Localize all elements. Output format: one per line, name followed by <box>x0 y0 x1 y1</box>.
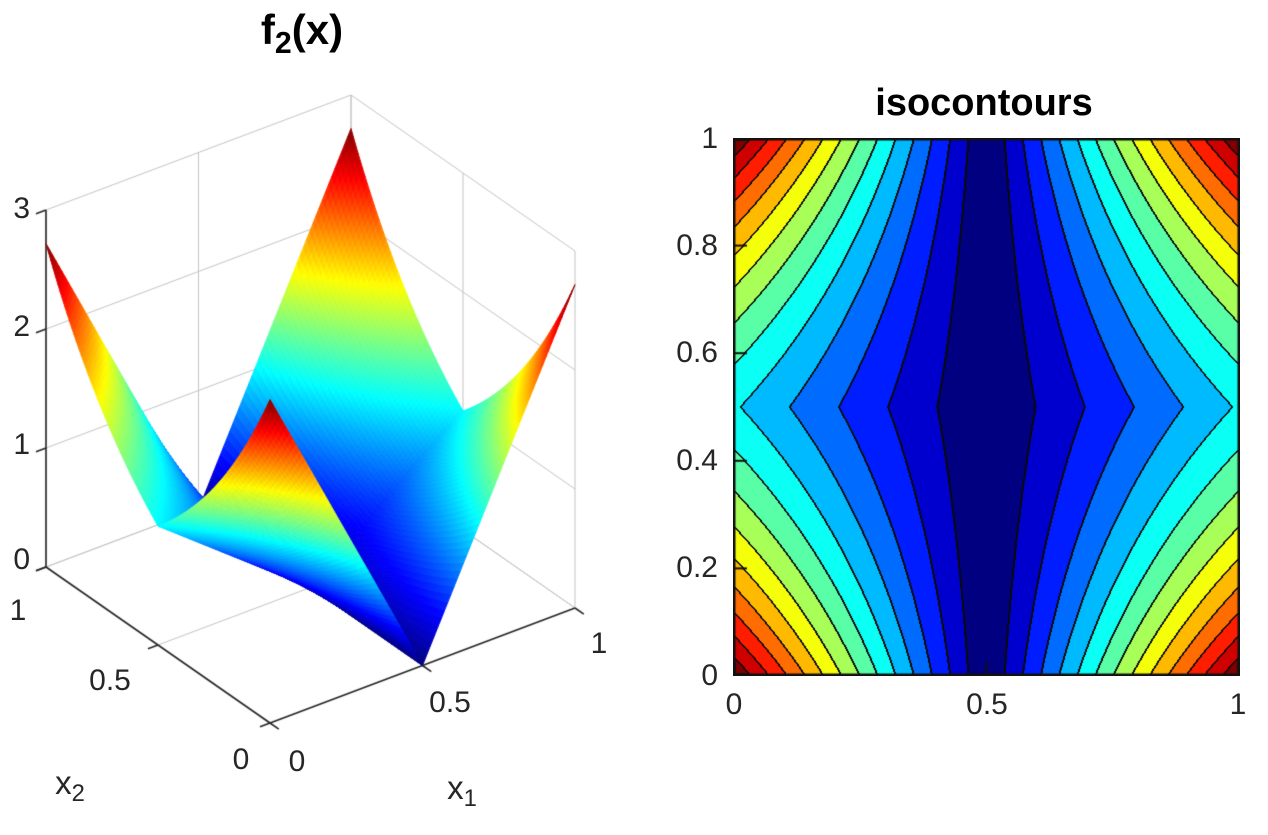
contour-title: isocontours <box>875 82 1093 124</box>
z-tick-label: 1 <box>13 428 30 461</box>
contour-x-tick-label: 0.5 <box>966 688 1008 721</box>
x-tick-label: 1 <box>590 627 608 660</box>
z-tick-label: 2 <box>13 310 30 343</box>
contour-y-tick-label: 0.2 <box>676 551 718 584</box>
contour-y-tick-label: 0 <box>701 659 718 692</box>
y-tick-label: 0 <box>232 743 250 776</box>
surface-title-sub: 2 <box>274 27 292 61</box>
x-tick-label: 0 <box>288 745 306 778</box>
y-axis-label: x2 <box>55 763 85 808</box>
z-tick-label: 3 <box>13 192 30 225</box>
contour-y-tick-label: 1 <box>701 122 718 155</box>
y-tick-label: 1 <box>9 594 27 627</box>
y-tick-label: 0.5 <box>89 664 131 697</box>
contour-x-tick-label: 0 <box>725 688 743 721</box>
surface-title: f2(x) <box>261 6 343 61</box>
surface-title-base: f <box>260 6 275 53</box>
contour-plot-canvas <box>733 138 1240 676</box>
contour-y-tick-label: 0.8 <box>676 229 718 262</box>
z-tick-label: 0 <box>13 543 30 576</box>
x-axis-label: x1 <box>447 768 477 813</box>
surface-plot-canvas <box>0 0 660 835</box>
contour-y-tick-label: 0.6 <box>676 336 718 369</box>
x-tick-label: 0.5 <box>429 686 471 719</box>
surface-title-tail: (x) <box>291 6 344 53</box>
contour-y-tick-label: 0.4 <box>676 444 718 477</box>
contour-x-tick-label: 1 <box>1229 688 1247 721</box>
